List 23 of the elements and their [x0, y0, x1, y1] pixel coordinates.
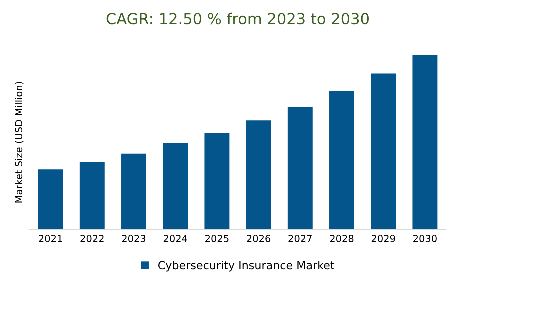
chart-title: CAGR: 12.50 % from 2023 to 2030	[106, 12, 369, 25]
x-tick-label: 2023	[122, 235, 146, 242]
bar	[412, 55, 438, 230]
x-tick-label: 2022	[80, 235, 104, 242]
legend-label: Cybersecurity Insurance Market	[158, 261, 335, 272]
x-tick-label: 2025	[206, 235, 229, 242]
bar	[371, 74, 396, 230]
x-tick-label: 2026	[247, 235, 271, 242]
bar	[80, 162, 105, 230]
bar	[330, 91, 354, 230]
x-tick-label: 2024	[164, 235, 188, 242]
x-tick-label: 2027	[288, 235, 312, 242]
bar	[246, 120, 272, 230]
bar	[38, 170, 64, 230]
x-tick-label: 2028	[330, 235, 354, 242]
y-axis-title: Market Size (USD Million)	[15, 82, 24, 203]
bar	[288, 107, 313, 230]
x-tick-label: 2029	[372, 235, 396, 242]
bar	[163, 144, 188, 230]
x-tick-label: 2030	[414, 235, 437, 242]
bar	[122, 154, 146, 230]
x-tick-label: 2021	[39, 235, 62, 242]
bar	[204, 133, 230, 230]
